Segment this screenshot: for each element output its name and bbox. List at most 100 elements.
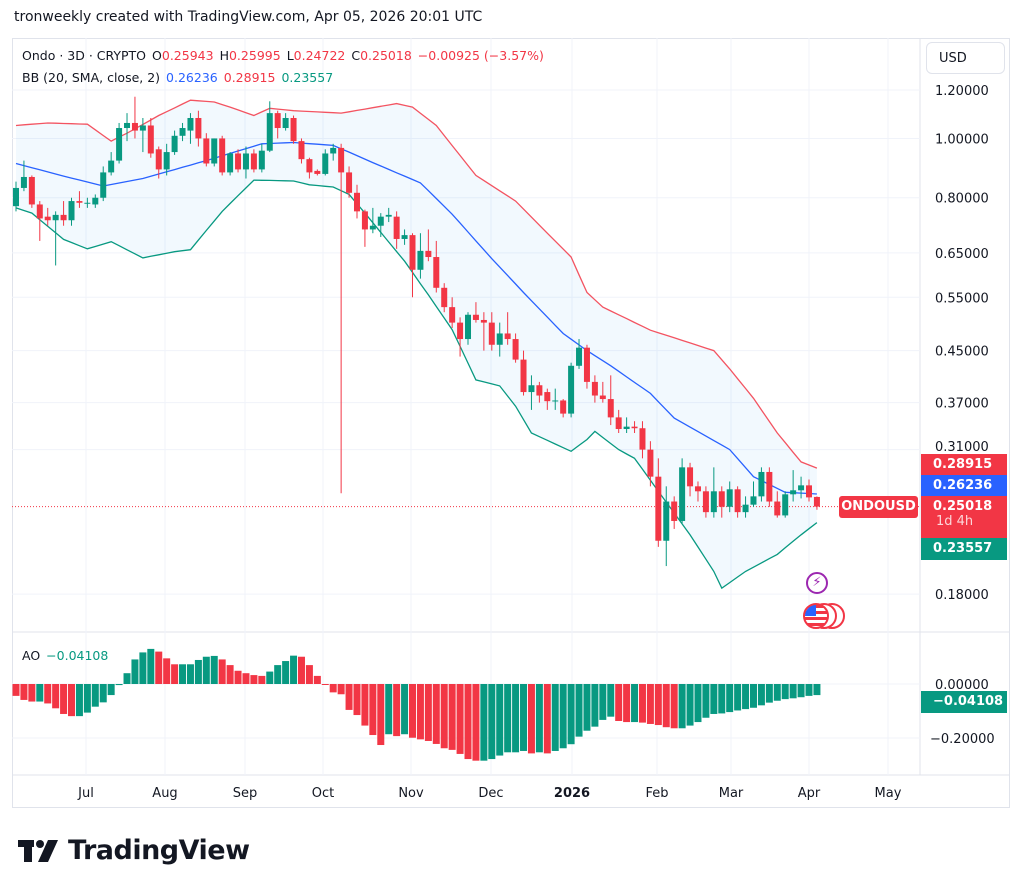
candle-body [417, 250, 424, 270]
ao-bar [75, 684, 83, 717]
candle-body [536, 385, 543, 396]
candle-body [322, 153, 329, 174]
ao-bar [464, 684, 472, 760]
y-tick-label: 0.80000 [935, 192, 989, 207]
tradingview-logo[interactable]: TradingView [18, 835, 250, 866]
candle-body [782, 494, 789, 516]
bar-countdown: 1d 4h [936, 514, 974, 529]
y-tick-label: 0.18000 [935, 588, 989, 603]
ao-bar [424, 684, 432, 741]
candle-body [631, 426, 638, 429]
ao-bar [749, 684, 757, 708]
ao-bar [765, 684, 773, 703]
candle-body [346, 172, 353, 193]
ao-bar [234, 670, 242, 684]
candle-body [813, 496, 820, 507]
ao-badge: −0.04108 [921, 691, 1007, 713]
symbol-legend: Ondo · 3D · CRYPTO O0.25943 H0.25995 L0.247… [22, 48, 550, 63]
candle-body [282, 117, 289, 129]
candle-body [250, 153, 257, 170]
ao-bar [496, 684, 504, 756]
candle-body [227, 153, 234, 173]
candle-body [639, 428, 646, 450]
ao-bar [559, 684, 567, 749]
chart-frame [12, 38, 1010, 808]
y-tick-label: 0.31000 [935, 440, 989, 455]
ao-bar [797, 684, 805, 698]
candle-body [76, 201, 83, 203]
bb-lower-line [15, 179, 818, 590]
candle-body [694, 486, 701, 492]
x-tick-label: May [875, 786, 902, 801]
ao-bar [377, 684, 385, 746]
ao-bar [702, 684, 710, 718]
candle-body [179, 128, 186, 136]
candle-body [369, 225, 376, 230]
candle-body [576, 347, 583, 366]
ao-bar [12, 684, 20, 696]
ao-bar [274, 665, 282, 684]
candle-body [496, 333, 503, 345]
ao-bar [591, 684, 599, 727]
ao-bar [329, 684, 337, 693]
x-tick-label: Apr [798, 786, 821, 801]
candle-body [488, 322, 495, 345]
candle-body [472, 314, 479, 320]
ao-bar [194, 659, 202, 684]
ao-bar [710, 684, 718, 714]
ao-bar [409, 684, 416, 738]
lightning-event-icon[interactable]: ⚡ [806, 572, 828, 594]
candle-body [425, 250, 432, 258]
x-tick-label: Nov [398, 786, 424, 801]
ao-bar [266, 671, 274, 684]
currency-button[interactable]: USD [926, 42, 1005, 74]
candle-body [687, 467, 694, 487]
tradingview-logo-text: TradingView [68, 835, 250, 866]
candle-body [702, 491, 709, 513]
chart-credit: tronweekly created with TradingView.com,… [14, 9, 483, 25]
bb-legend[interactable]: BB (20, SMA, close, 2) 0.26236 0.28915 0.23… [22, 70, 339, 85]
ao-bar [805, 684, 813, 696]
high-value: 0.25995 [228, 48, 281, 63]
ao-bar [686, 684, 694, 726]
candle-body [655, 476, 662, 541]
candle-body [734, 489, 741, 513]
candle-body [457, 322, 464, 340]
candle-body [409, 235, 416, 270]
candle-body [211, 138, 218, 164]
ao-bar [662, 684, 670, 728]
ao-bar [607, 684, 615, 717]
ao-bar [107, 684, 115, 696]
ao-bar [226, 665, 234, 684]
ao-bar [781, 684, 789, 700]
ao-bar [773, 684, 781, 701]
candle-body [306, 159, 313, 173]
x-tick-label: Mar [719, 786, 744, 801]
ao-legend[interactable]: AO −0.04108 [22, 648, 114, 663]
ao-bar [305, 665, 313, 684]
y-tick-label: 0.45000 [935, 345, 989, 360]
ao-bar [567, 684, 575, 745]
ao-bar [599, 684, 607, 720]
candle-body [68, 201, 75, 221]
ao-bar [504, 684, 512, 753]
us-flag-event-icon[interactable] [803, 603, 847, 629]
candle-body [131, 122, 138, 131]
ao-bar [179, 664, 187, 684]
ao-bar [186, 664, 194, 684]
ao-bar [163, 658, 171, 684]
candle-body [330, 147, 337, 154]
y-tick-label: 0.65000 [935, 247, 989, 262]
ao-bar [345, 684, 353, 710]
ao-bar [615, 684, 623, 721]
ao-bar [416, 684, 424, 740]
ao-bar [202, 656, 210, 684]
candle-body [591, 381, 598, 396]
ao-bar [290, 655, 298, 684]
candle-body [552, 400, 559, 402]
candle-body [108, 160, 115, 173]
y-tick-label: 0.55000 [935, 291, 989, 306]
bb-basis-badge: 0.26236 [921, 475, 1007, 496]
ao-bar [742, 684, 750, 710]
